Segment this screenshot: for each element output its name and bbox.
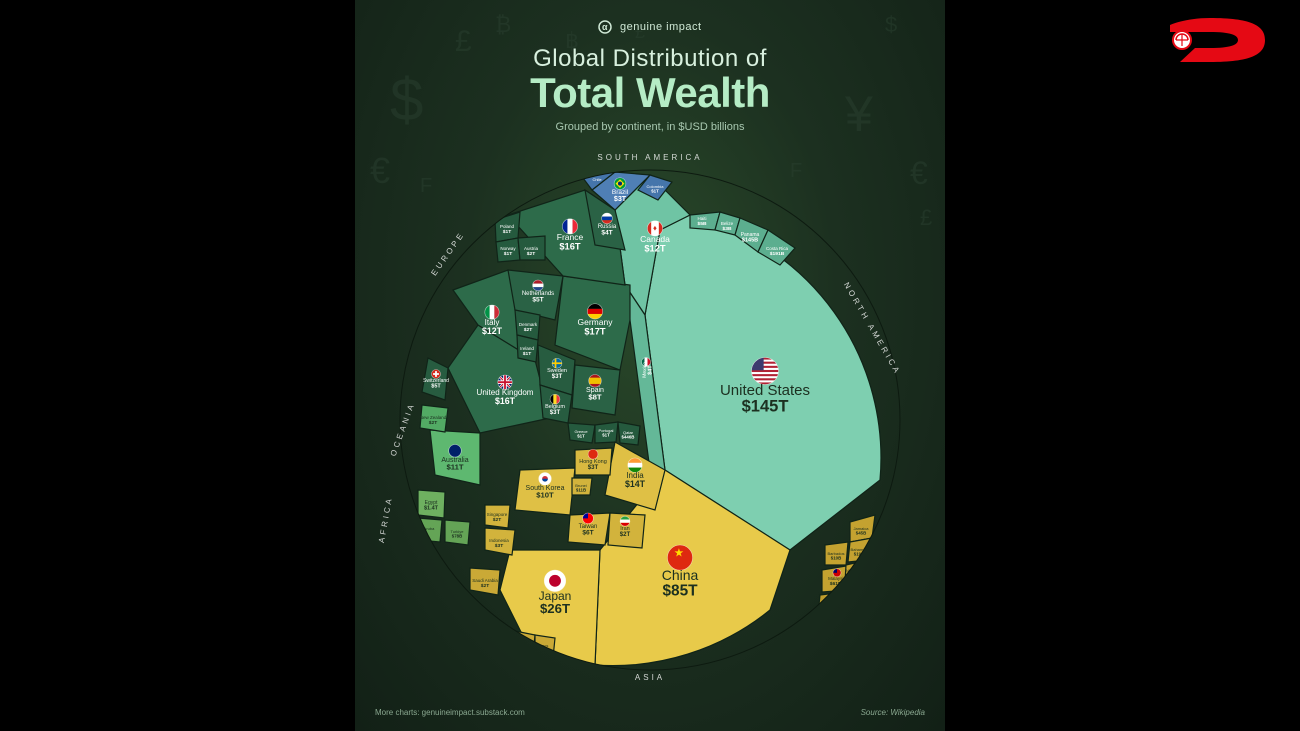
footer-right: Source: Wikipedia [861,708,925,717]
cell-ireland: Ireland$1T [517,335,538,362]
svg-text:★: ★ [674,547,684,559]
cell-barbados: Barbados$10B [825,542,848,565]
cell-new-zealand: New Zealand$2T [420,405,448,432]
cell-jamaica: Jamaica$45B [850,515,875,542]
brand-row: α genuine impact [355,20,945,34]
site-logo [1160,10,1280,75]
cell-norway: Norway$1T [496,238,520,262]
cell-qatar: Qatar$446B [618,422,640,445]
cell-indonesia: Indonesia$3T [485,528,515,555]
cell-singapore: Singapore$2T [485,505,510,528]
brand-name: genuine impact [620,21,702,33]
cell-thailand: Thailand$1T [510,630,535,655]
cell-cambodia: Cambodia$65B [818,592,845,615]
continent-label: AFRICA [377,495,394,543]
bg-currency-glyph: £ [920,205,932,231]
svg-text:♦: ♦ [653,224,657,233]
cell-saudi-arabia: Saudi Arabia$2T [470,568,500,595]
svg-text:α: α [602,22,608,32]
bg-currency-glyph: € [370,150,390,192]
svg-text:Thailand$1T: Thailand$1T [513,639,531,650]
cell-turkiye: Turkiye$78B [445,520,470,545]
infographic-panel: $£€₿฿F£$¥€F£ α genuine impact Global Dis… [355,0,945,731]
cell-austria: Austria$2T [518,236,545,260]
cell-greece: Greece$1T [568,423,595,443]
cell-australia: Australia$11T [430,430,480,485]
cell-iran: Iran$2T [608,513,645,548]
wealth-treemap: United States$145T♦Canada$12TMexico$4THa… [400,170,900,670]
cell-egypt: Egypt$1.4T [418,490,445,518]
cell-south-korea: South Korea$10T [515,468,575,515]
cell-switzerland: Switzerland$5T [422,358,449,400]
subtitle: Grouped by continent, in $USD billions [355,121,945,133]
cell-portugal: Portugal$1T [595,422,618,443]
cell-poland: Poland$1T [495,212,520,242]
continent-label: ASIA [635,673,665,682]
svg-text:Cambodia$65B: Cambodia$65B [821,601,840,610]
cell-spain: Spain$8T [572,365,620,415]
cell-taiwan: Taiwan$6T [568,513,610,545]
continent-label: OCEANIA [389,401,417,458]
bg-currency-glyph: € [910,155,928,192]
continent-label: SOUTH AMERICA [597,153,702,162]
continent-label: EUROPE [429,230,466,278]
title-big: Total Wealth [355,69,945,117]
footer-left: More charts: genuineimpact.substack.com [375,708,525,717]
cell-hong-kong: Hong Kong$3T [575,448,612,475]
title-block: Global Distribution of Total Wealth Grou… [355,45,945,133]
cell-brunei: Brunei$11B [572,478,592,495]
cell-nicaragua: Nicaragua [845,560,868,582]
